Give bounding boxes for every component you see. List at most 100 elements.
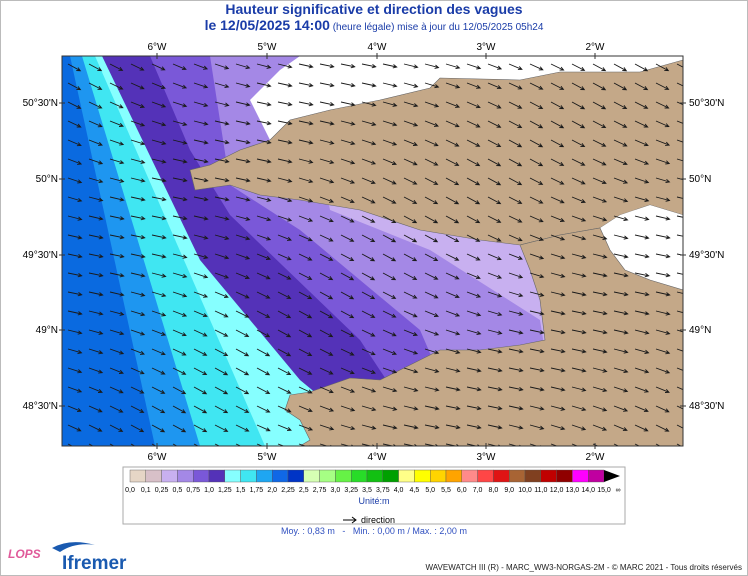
- colorbar-box: [509, 469, 526, 483]
- lon-label: 3°W: [477, 452, 497, 463]
- colorbar-label: 10,0: [518, 487, 532, 494]
- colorbar-box: [493, 469, 510, 483]
- map-frame: [61, 55, 684, 447]
- colorbar-box: [161, 469, 178, 483]
- colorbar-label: 2,75: [313, 487, 327, 494]
- colorbar-label: 9,0: [504, 487, 514, 494]
- lat-label: 49°N: [36, 325, 58, 336]
- colorbar-label: 1,0: [204, 487, 214, 494]
- sea-white: [600, 205, 683, 290]
- unit: Unité:m: [358, 496, 389, 506]
- lat-label: 50°30'N: [23, 98, 58, 109]
- colorbar-box: [540, 469, 557, 483]
- date: le 12/05/2025 14:00: [205, 17, 331, 33]
- colorbar-box: [398, 469, 415, 483]
- lon-label: 4°W: [368, 452, 388, 463]
- colorbar-box: [240, 469, 257, 483]
- lon-label: 5°W: [258, 42, 278, 53]
- footer: WAVEWATCH III (R) - MARC_WW3-NORGAS-2M -…: [426, 563, 742, 572]
- lon-label: 4°W: [368, 42, 388, 53]
- colorbar-label: 1,25: [218, 487, 232, 494]
- lat-label: 49°30'N: [689, 250, 724, 261]
- colorbar-label: 15,0: [597, 487, 611, 494]
- lon-label: 5°W: [258, 452, 278, 463]
- colorbar-label: 2,25: [281, 487, 295, 494]
- colorbar-box: [556, 469, 573, 483]
- colorbar-label: 3,0: [331, 487, 341, 494]
- lat-label: 49°N: [689, 325, 711, 336]
- colorbar-box: [145, 469, 162, 483]
- colorbar-box: [287, 469, 305, 483]
- colorbar-label: 5,0: [425, 487, 435, 494]
- colorbar-box: [445, 469, 463, 483]
- lat-label: 50°N: [689, 174, 711, 185]
- lat-label: 50°N: [36, 174, 58, 185]
- land: [284, 227, 683, 446]
- lon-label: 6°W: [148, 42, 168, 53]
- direction-label: direction: [361, 515, 395, 525]
- colorbar-label: 5,5: [441, 487, 451, 494]
- colorbar-box: [335, 469, 352, 483]
- lon-label: 3°W: [477, 42, 497, 53]
- lon-label: 2°W: [586, 452, 606, 463]
- colorbar-label: 0,25: [155, 487, 169, 494]
- colorbar: 0,0 0,1 0,25 0,5 0,75 1,0 1,25 1,5 1,75 2,0 2,25 2,…: [125, 469, 621, 494]
- colorbar-box: [256, 469, 273, 483]
- colorbar-label: 3,5: [362, 487, 372, 494]
- colorbar-box: [588, 469, 605, 483]
- colorbar-label: 2,0: [267, 487, 277, 494]
- colorbar-box: [351, 469, 368, 483]
- update-note: (heure légale) mise à jour du 12/05/2025…: [330, 22, 544, 33]
- colorbar-label: 7,0: [473, 487, 483, 494]
- title: Hauteur significative et direction des v…: [225, 1, 522, 17]
- colorbar-box: [572, 469, 589, 483]
- colorbar-box: [177, 469, 194, 483]
- stats: Moy. : 0,83 m - Min. : 0,00 m / Max. : 2…: [281, 526, 467, 536]
- colorbar-label: 14,0: [581, 487, 595, 494]
- colorbar-box: [430, 469, 447, 483]
- colorbar-box: [272, 469, 289, 483]
- lat-label: 49°30'N: [23, 250, 58, 261]
- colorbar-box: [414, 469, 431, 483]
- colorbar-label: 1,5: [236, 487, 246, 494]
- lat-label: 50°30'N: [689, 98, 724, 109]
- colorbar-box: [477, 469, 494, 483]
- colorbar-box: [524, 469, 542, 483]
- logo-mark: [52, 542, 95, 552]
- lon-label: 2°W: [586, 42, 606, 53]
- colorbar-label: 13,0: [566, 487, 580, 494]
- colorbar-label: 3,25: [344, 487, 358, 494]
- colorbar-label: 1,75: [250, 487, 264, 494]
- lon-label: 6°W: [148, 452, 168, 463]
- colorbar-end: [604, 470, 620, 482]
- colorbar-box: [224, 469, 241, 483]
- colorbar-label: 8,0: [489, 487, 499, 494]
- colorbar-box: [303, 469, 320, 483]
- colorbar-box: [366, 469, 384, 483]
- arrow-field: [67, 63, 683, 446]
- lat-label: 48°30'N: [23, 401, 58, 412]
- sea-white: [250, 56, 683, 140]
- colorbar-label: 0,5: [173, 487, 183, 494]
- subtitle: le 12/05/2025 14:00 (heure légale) mise …: [205, 17, 544, 33]
- logo-ifremer: Ifremer: [62, 553, 127, 574]
- colorbar-box: [192, 469, 210, 483]
- logo-lops: LOPS: [8, 547, 41, 561]
- wave-arrows: [67, 63, 683, 446]
- direction-arrow: [343, 516, 357, 524]
- colorbar-label: 4,0: [394, 487, 404, 494]
- colorbar-label: 3,75: [376, 487, 390, 494]
- colorbar-label: 11,0: [534, 487, 547, 494]
- colorbar-label: ∞: [616, 487, 621, 494]
- colorbar-box: [129, 469, 147, 483]
- axes: 6°W 6°W 5°W 5°W 4°W 4°W 3°W 3°W 2°W 2°W 50°30'N 50°…: [23, 42, 725, 463]
- colorbar-label: 6,0: [457, 487, 467, 494]
- colorbar-label: 2,5: [299, 487, 309, 494]
- colorbar-label: 0,75: [186, 487, 200, 494]
- colorbar-label: 4,5: [410, 487, 420, 494]
- colorbar-box: [461, 469, 478, 483]
- colorbar-box: [319, 469, 336, 483]
- colorbar-label: 0,0: [125, 487, 135, 494]
